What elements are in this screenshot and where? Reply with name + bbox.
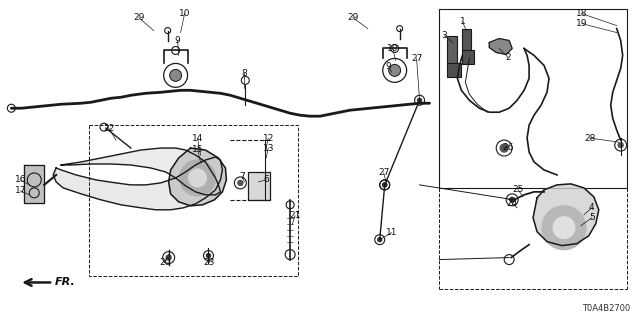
Text: 20: 20: [159, 258, 170, 267]
Text: 17: 17: [15, 186, 26, 196]
Polygon shape: [53, 157, 223, 210]
Text: 13: 13: [262, 144, 274, 153]
Text: 7: 7: [239, 172, 245, 181]
Bar: [89, 125, 298, 276]
Polygon shape: [24, 165, 44, 203]
Text: 10: 10: [387, 44, 399, 53]
Bar: [440, 9, 627, 188]
Text: 1: 1: [460, 17, 465, 26]
Text: 28: 28: [584, 133, 595, 143]
Circle shape: [509, 197, 515, 202]
Text: 14: 14: [192, 133, 204, 143]
Text: 24: 24: [506, 199, 518, 208]
Polygon shape: [169, 148, 227, 206]
Polygon shape: [489, 38, 512, 54]
Polygon shape: [61, 148, 220, 195]
Polygon shape: [533, 184, 599, 246]
Text: 21: 21: [289, 211, 301, 220]
Circle shape: [189, 169, 207, 187]
Text: 11: 11: [386, 228, 397, 237]
Text: 9: 9: [386, 62, 392, 71]
Circle shape: [180, 160, 216, 196]
Text: 12: 12: [262, 133, 274, 143]
Text: 18: 18: [576, 9, 588, 18]
Text: 26: 26: [502, 142, 514, 152]
Text: 29: 29: [133, 13, 145, 22]
Circle shape: [207, 253, 211, 258]
Text: 6: 6: [263, 175, 269, 184]
Text: 29: 29: [347, 13, 358, 22]
Text: 23: 23: [204, 258, 215, 267]
Circle shape: [553, 217, 575, 239]
Bar: [248, 172, 270, 200]
Circle shape: [170, 69, 182, 81]
Text: 25: 25: [513, 185, 524, 194]
Circle shape: [238, 180, 243, 185]
Circle shape: [388, 64, 401, 76]
Text: 16: 16: [15, 175, 26, 184]
Bar: [447, 36, 458, 63]
Text: 2: 2: [506, 53, 511, 62]
Bar: [462, 51, 474, 64]
Text: 22: 22: [103, 124, 115, 132]
Circle shape: [383, 183, 387, 187]
Text: 3: 3: [442, 31, 447, 40]
Text: 8: 8: [241, 69, 247, 78]
Bar: [462, 28, 471, 51]
Circle shape: [618, 143, 623, 148]
Text: 19: 19: [576, 19, 588, 28]
Text: 4: 4: [589, 203, 595, 212]
Text: FR.: FR.: [55, 277, 76, 287]
Text: 27: 27: [411, 54, 422, 63]
Circle shape: [417, 98, 422, 102]
Circle shape: [542, 206, 586, 250]
Bar: [447, 63, 461, 77]
Circle shape: [378, 238, 381, 242]
Text: T0A4B2700: T0A4B2700: [582, 304, 630, 313]
Circle shape: [500, 144, 508, 152]
Text: 27: 27: [378, 168, 389, 178]
Circle shape: [166, 255, 171, 260]
Text: 15: 15: [192, 145, 204, 154]
Text: 9: 9: [175, 36, 180, 45]
Text: 5: 5: [589, 213, 595, 222]
Circle shape: [383, 183, 387, 187]
Text: 10: 10: [179, 9, 190, 18]
